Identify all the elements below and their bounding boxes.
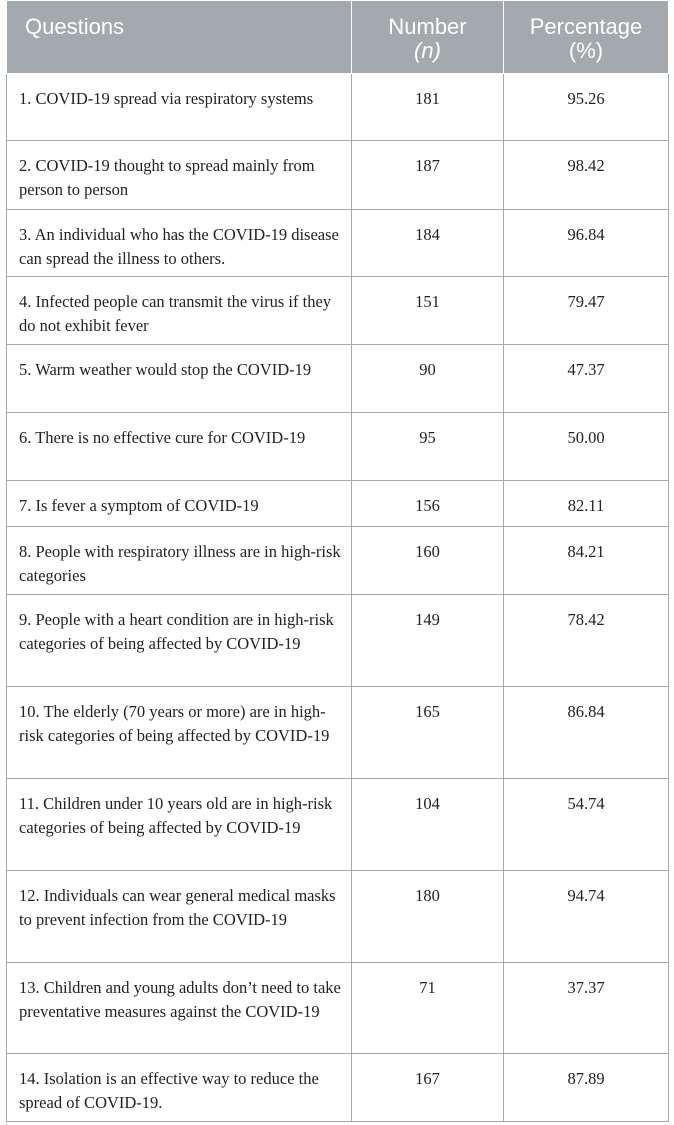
question-cell: 12. Individuals can wear general medical… bbox=[6, 870, 352, 963]
table-row: 7. Is fever a symptom of COVID-19 156 82… bbox=[6, 480, 669, 527]
percentage-cell: 54.74 bbox=[503, 778, 669, 871]
survey-table: Questions Number (n) Percentage (%) 1. C… bbox=[6, 0, 669, 1122]
table-row: 12. Individuals can wear general medical… bbox=[6, 870, 669, 963]
percentage-cell: 82.11 bbox=[503, 480, 669, 527]
table-row: 13. Children and young adults don’t need… bbox=[6, 962, 669, 1054]
question-cell: 4. Infected people can transmit the viru… bbox=[6, 276, 352, 345]
percentage-cell: 47.37 bbox=[503, 344, 669, 413]
table-row: 2. COVID-19 thought to spread mainly fro… bbox=[6, 140, 669, 210]
question-cell: 1. COVID-19 spread via respiratory syste… bbox=[6, 73, 352, 141]
question-cell: 8. People with respiratory illness are i… bbox=[6, 526, 352, 595]
table-row: 6. There is no effective cure for COVID-… bbox=[6, 412, 669, 481]
number-cell: 151 bbox=[351, 276, 504, 345]
percentage-cell: 98.42 bbox=[503, 140, 669, 210]
table-row: 4. Infected people can transmit the viru… bbox=[6, 276, 669, 345]
table-row: 10. The elderly (70 years or more) are i… bbox=[6, 686, 669, 779]
number-cell: 184 bbox=[351, 209, 504, 277]
question-cell: 3. An individual who has the COVID-19 di… bbox=[6, 209, 352, 277]
question-cell: 5. Warm weather would stop the COVID-19 bbox=[6, 344, 352, 413]
number-cell: 149 bbox=[351, 594, 504, 687]
table-header: Questions Number (n) Percentage (%) bbox=[6, 0, 669, 74]
header-number-unit: (n) bbox=[414, 38, 441, 63]
percentage-cell: 96.84 bbox=[503, 209, 669, 277]
table-row: 8. People with respiratory illness are i… bbox=[6, 526, 669, 595]
question-cell: 2. COVID-19 thought to spread mainly fro… bbox=[6, 140, 352, 210]
header-questions: Questions bbox=[6, 0, 352, 74]
number-cell: 160 bbox=[351, 526, 504, 595]
table-row: 11. Children under 10 years old are in h… bbox=[6, 778, 669, 871]
percentage-cell: 87.89 bbox=[503, 1053, 669, 1122]
number-cell: 90 bbox=[351, 344, 504, 413]
header-row: Questions Number (n) Percentage (%) bbox=[6, 0, 669, 74]
header-questions-label: Questions bbox=[25, 14, 125, 39]
header-percentage-unit: (%) bbox=[568, 38, 604, 63]
percentage-cell: 94.74 bbox=[503, 870, 669, 963]
question-cell: 7. Is fever a symptom of COVID-19 bbox=[6, 480, 352, 527]
percentage-cell: 78.42 bbox=[503, 594, 669, 687]
percentage-cell: 86.84 bbox=[503, 686, 669, 779]
table-body: 1. COVID-19 spread via respiratory syste… bbox=[6, 73, 669, 1122]
question-cell: 6. There is no effective cure for COVID-… bbox=[6, 412, 352, 481]
percentage-cell: 84.21 bbox=[503, 526, 669, 595]
header-number-label: Number bbox=[388, 14, 467, 39]
table-row: 3. An individual who has the COVID-19 di… bbox=[6, 209, 669, 277]
header-number: Number (n) bbox=[351, 0, 504, 74]
percentage-cell: 37.37 bbox=[503, 962, 669, 1054]
header-percentage-label: Percentage bbox=[529, 14, 643, 39]
number-cell: 104 bbox=[351, 778, 504, 871]
number-cell: 165 bbox=[351, 686, 504, 779]
number-cell: 187 bbox=[351, 140, 504, 210]
question-cell: 9. People with a heart condition are in … bbox=[6, 594, 352, 687]
number-cell: 180 bbox=[351, 870, 504, 963]
number-cell: 71 bbox=[351, 962, 504, 1054]
question-cell: 13. Children and young adults don’t need… bbox=[6, 962, 352, 1054]
table-row: 5. Warm weather would stop the COVID-19 … bbox=[6, 344, 669, 413]
percentage-cell: 50.00 bbox=[503, 412, 669, 481]
question-cell: 14. Isolation is an effective way to red… bbox=[6, 1053, 352, 1122]
table-row: 14. Isolation is an effective way to red… bbox=[6, 1053, 669, 1122]
number-cell: 95 bbox=[351, 412, 504, 481]
question-cell: 11. Children under 10 years old are in h… bbox=[6, 778, 352, 871]
table-row: 1. COVID-19 spread via respiratory syste… bbox=[6, 73, 669, 141]
question-cell: 10. The elderly (70 years or more) are i… bbox=[6, 686, 352, 779]
number-cell: 167 bbox=[351, 1053, 504, 1122]
number-cell: 181 bbox=[351, 73, 504, 141]
percentage-cell: 95.26 bbox=[503, 73, 669, 141]
number-cell: 156 bbox=[351, 480, 504, 527]
percentage-cell: 79.47 bbox=[503, 276, 669, 345]
table-row: 9. People with a heart condition are in … bbox=[6, 594, 669, 687]
header-percentage: Percentage (%) bbox=[503, 0, 669, 74]
